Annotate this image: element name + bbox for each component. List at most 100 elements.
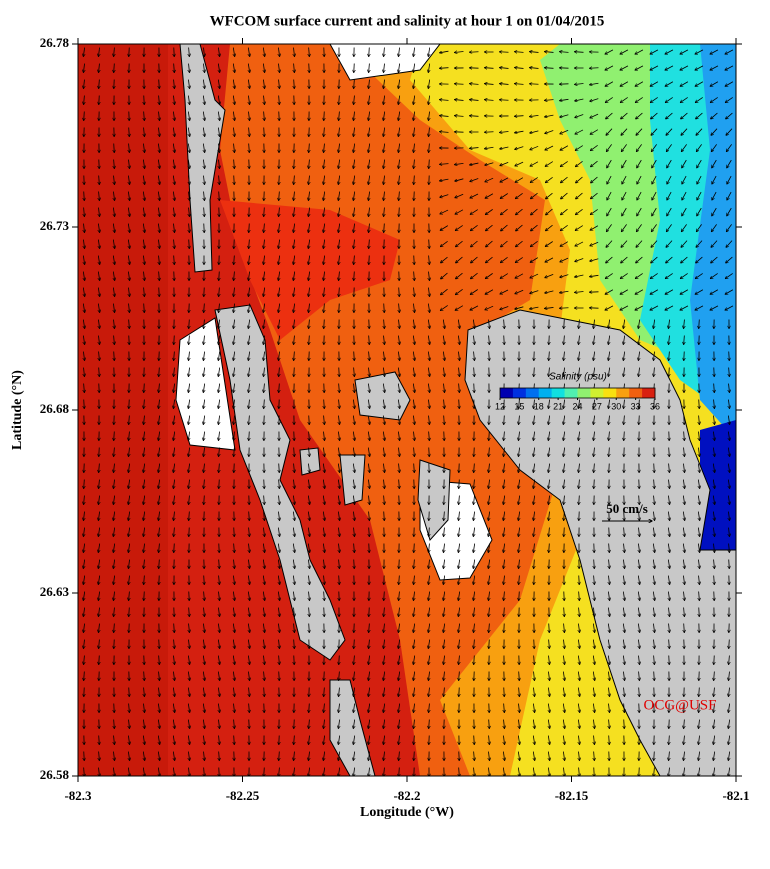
current-vector (414, 544, 415, 553)
current-vector (129, 688, 130, 697)
current-vector (144, 592, 145, 601)
current-vector (279, 464, 280, 473)
current-vector (234, 176, 235, 185)
current-vector (594, 480, 595, 489)
colorbar-tick-label: 33 (631, 401, 641, 411)
colorbar: 12 15 18 21 24 27 30 33 36 (495, 388, 660, 411)
y-tick-label: 26.78 (40, 35, 70, 50)
current-vector (144, 384, 145, 393)
current-vector (129, 48, 130, 57)
current-vector (639, 416, 640, 425)
current-vector (264, 128, 265, 137)
colorbar-tick-label: 12 (495, 401, 505, 411)
current-vector (429, 448, 430, 457)
current-vector (489, 432, 490, 441)
current-vector (189, 240, 190, 249)
colorbar-cell (642, 388, 655, 398)
colorbar-cell (552, 388, 565, 398)
current-vector (519, 592, 520, 601)
current-vector (339, 656, 340, 665)
x-axis-title: Longitude (°W) (360, 805, 454, 820)
colorbar-cell (526, 388, 539, 398)
current-vector (455, 84, 464, 85)
colorbar-tick-label: 24 (572, 401, 582, 411)
y-tick-label: 26.68 (40, 401, 70, 416)
scale-label: 50 cm/s (606, 501, 648, 516)
y-axis-title: Latitude (°N) (10, 370, 25, 450)
current-vector (564, 320, 565, 329)
y-tick-label: 26.58 (40, 767, 70, 782)
colorbar-cell (500, 388, 513, 398)
current-vector (624, 720, 625, 729)
colorbar-tick-label: 27 (592, 401, 602, 411)
colorbar-cell (629, 388, 642, 398)
colorbar-cell (578, 388, 591, 398)
current-vector (114, 144, 115, 153)
colorbar-cell (590, 388, 603, 398)
current-vector (729, 352, 730, 361)
current-vector (564, 528, 565, 537)
current-vector (249, 432, 250, 441)
current-vector (174, 336, 175, 345)
colorbar-tick-label: 36 (650, 401, 660, 411)
colorbar-cell (565, 388, 578, 398)
current-vector (159, 640, 160, 649)
current-vector (549, 624, 550, 633)
colorbar-tick-label: 30 (611, 401, 621, 411)
current-vector (654, 464, 655, 473)
x-tick-label: -82.2 (393, 788, 420, 803)
current-vector (159, 288, 160, 297)
chart-title: WFCOM surface current and salinity at ho… (210, 13, 605, 29)
current-vector (84, 192, 85, 201)
current-vector (669, 368, 670, 377)
current-vector (489, 640, 490, 649)
current-vector (729, 560, 730, 569)
current-vector (560, 308, 569, 309)
current-vector (84, 400, 85, 409)
current-vector (699, 608, 700, 617)
current-vector (204, 576, 205, 585)
x-tick-label: -82.3 (64, 788, 92, 803)
colorbar-cell (513, 388, 526, 398)
current-vector (234, 528, 235, 537)
current-vector (414, 752, 415, 761)
current-vector (459, 400, 460, 409)
y-tick-label: 26.73 (40, 218, 70, 233)
current-vector (429, 240, 430, 249)
current-vector (309, 416, 310, 425)
current-vector (384, 512, 385, 521)
current-vector (114, 352, 115, 361)
current-vector (699, 400, 700, 409)
current-vector (264, 768, 265, 777)
colorbar-cell (603, 388, 616, 398)
colorbar-tick-label: 18 (534, 401, 544, 411)
current-vector (714, 656, 715, 665)
current-vector (99, 448, 100, 457)
current-vector (324, 112, 325, 121)
current-vector (384, 304, 385, 313)
colorbar-tick-label: 15 (514, 401, 524, 411)
current-vector (369, 608, 370, 617)
current-vector (294, 368, 295, 377)
current-vector (500, 100, 509, 101)
colorbar-cell (539, 388, 552, 398)
current-vector (444, 496, 445, 505)
current-vector (590, 68, 599, 69)
current-vector (579, 576, 580, 585)
current-vector (324, 320, 325, 329)
x-tick-label: -82.15 (555, 788, 589, 803)
current-vector (474, 736, 475, 745)
colorbar-tick-label: 21 (553, 401, 563, 411)
y-tick-label: 26.63 (40, 584, 70, 599)
current-vector (99, 96, 100, 105)
colorbar-cell (616, 388, 629, 398)
current-vector (249, 224, 250, 233)
current-vector (354, 560, 355, 569)
x-tick-label: -82.1 (722, 788, 749, 803)
current-vector (504, 336, 505, 345)
current-vector (219, 480, 220, 489)
colorbar-title: Salinity (psu) (549, 372, 607, 383)
current-vector (279, 672, 280, 681)
credit: OCG@USF (643, 697, 716, 713)
